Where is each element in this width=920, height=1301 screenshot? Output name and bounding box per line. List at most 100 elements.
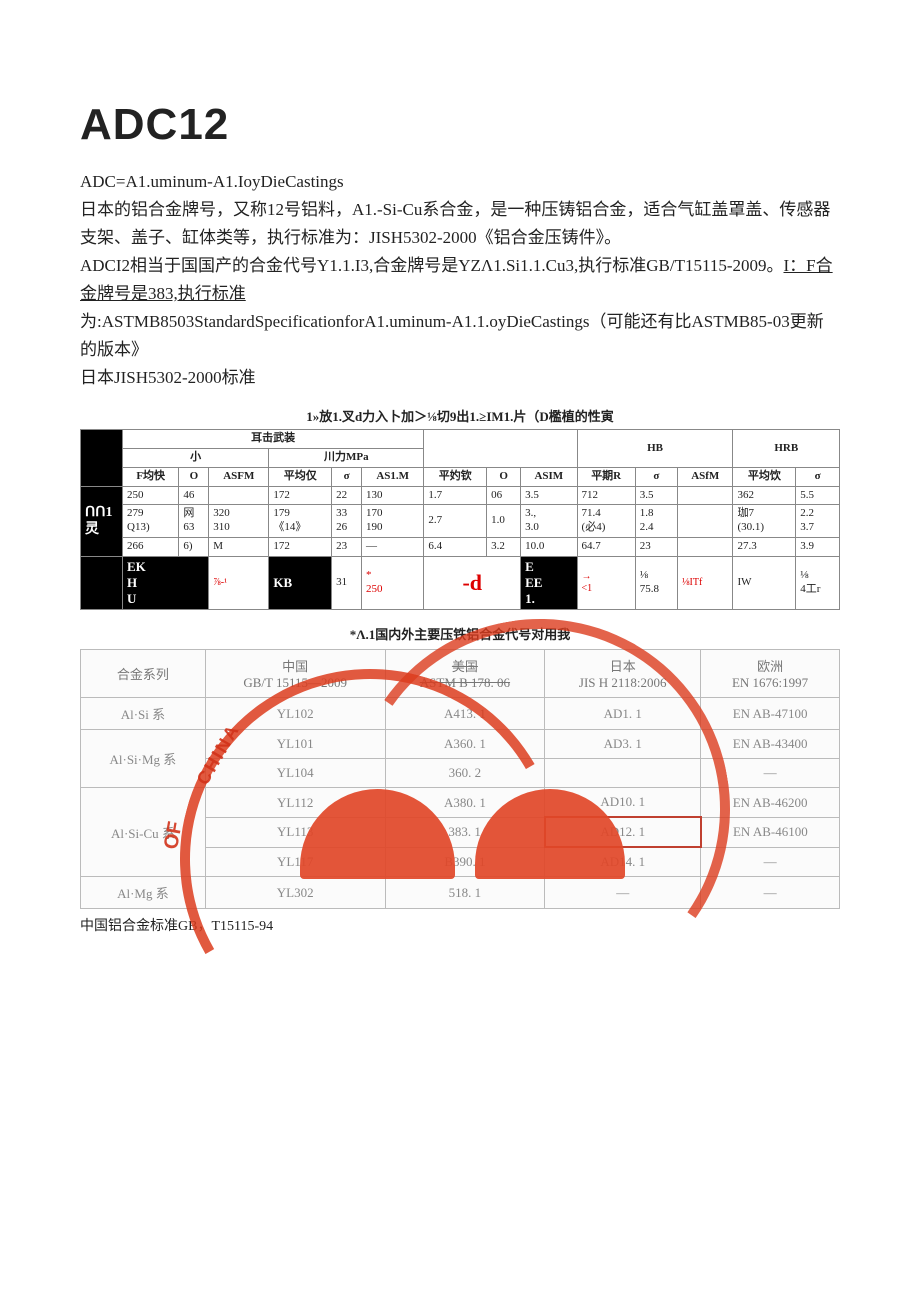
t1-r4: EKHU ⅞-¹ KB 31 *250 -d EEE1. →<1 ⅛75.8 ⅛…	[81, 556, 840, 610]
t1-r3-1: 6)	[179, 537, 209, 556]
t2-r5-3: AD14. 1	[545, 847, 701, 877]
t2-h2: 美国ASTM B 178. 06	[385, 650, 545, 698]
t2-r2-2: 360. 2	[385, 759, 545, 788]
t1-r2-2: 320310	[209, 505, 269, 538]
t1-rowlabel-empty	[81, 430, 123, 486]
t1-r3-7: 3.2	[487, 537, 521, 556]
table1-wrap: 耳击武装 HB HRB 小 川力MPa F均快 O ASFM 平均仅 σ AS1…	[80, 429, 840, 610]
t1-r1-10: 3.5	[635, 486, 677, 505]
t2-r3-0: Al·Si-Cu 系	[81, 788, 206, 877]
t1-r2-6: 2.7	[424, 505, 487, 538]
footnote: 中国铝合金标准GB，T15115-94	[80, 915, 840, 935]
mech-table: 耳击武装 HB HRB 小 川力MPa F均快 O ASFM 平均仅 σ AS1…	[80, 429, 840, 610]
t1-r1: ᑎᑎ1灵 250 46 172 22 130 1.7 06 3.5 712 3.…	[81, 486, 840, 505]
t1-r2-13: 2.23.7	[796, 505, 840, 538]
t1-r2-11	[678, 505, 733, 538]
t1-c11: ASfM	[678, 467, 733, 486]
intro-line-2: 日本的铝合金牌号，又称12号铝料，A1.-Si-Cu系合金，是一种压铸铝合金，适…	[80, 196, 840, 252]
t1-sub1: 小	[123, 449, 269, 468]
t1-r3: 266 6) M 172 23 — 6.4 3.2 10.0 64.7 23 2…	[81, 537, 840, 556]
t1-r4-d: 31	[332, 556, 362, 610]
t1-r2-12: 珈7(30.1)	[733, 505, 796, 538]
t1-r2-1: 网63	[179, 505, 209, 538]
t1-r1-1: 46	[179, 486, 209, 505]
t1-r3-8: 10.0	[521, 537, 577, 556]
t2-h0: 合金系列	[81, 650, 206, 698]
t2-r3-2: A380. 1	[385, 788, 545, 818]
table2-title: *Λ.1国内外主要压铁铝合金代号对用我	[80, 624, 840, 643]
t1-r1-13: 5.5	[796, 486, 840, 505]
t2-r3: Al·Si-Cu 系 YL112 A380. 1 AD10. 1 EN AB-4…	[81, 788, 840, 818]
t1-r4-g: -d	[424, 556, 521, 610]
t2-r2-1: YL104	[205, 759, 385, 788]
t1-c12: 平均饮	[733, 467, 796, 486]
t1-c0: F均快	[123, 467, 179, 486]
t2-r0-4: EN AB-47100	[701, 698, 840, 730]
t1-c4: σ	[332, 467, 362, 486]
t1-r3-4: 23	[332, 537, 362, 556]
t2-r4-4: EN AB-46100	[701, 817, 840, 847]
t2-r4-1: YL113	[205, 817, 385, 847]
t2-r1-1: YL101	[205, 730, 385, 759]
t1-r1-12: 362	[733, 486, 796, 505]
t1-r3-3: 172	[269, 537, 332, 556]
t1-r4-c: KB	[269, 556, 332, 610]
t1-hb: HB	[577, 430, 733, 468]
t1-r3-2: M	[209, 537, 269, 556]
t1-c6: 平妁钦	[424, 467, 487, 486]
table1-title: 1»放1.叉d力入卜加＞⅛切9出1.≥IM1.片（D檻植的性寅	[80, 406, 840, 425]
t1-r4-m: ⅛4工r	[796, 556, 840, 610]
t1-c5: AS1.M	[362, 467, 424, 486]
t2-r6-1: YL302	[205, 877, 385, 909]
intro-line-3: ADCI2相当于国国产的合金代号Y1.1.I3,合金牌号是YZΛ1.Si1.1.…	[80, 252, 840, 308]
t2-r5-2: B390. 1	[385, 847, 545, 877]
t1-r3-6: 6.4	[424, 537, 487, 556]
t1-sub2: 川力MPa	[269, 449, 424, 468]
t1-r1-8: 3.5	[521, 486, 577, 505]
t1-r1-7: 06	[487, 486, 521, 505]
t2-r2-3	[545, 759, 701, 788]
alloy-table: 合金系列 中国GB/T 15115—2009 美国ASTM B 178. 06 …	[80, 649, 840, 909]
t1-c2: ASFM	[209, 467, 269, 486]
page-title: ADC12	[80, 100, 840, 150]
t1-r3-5: —	[362, 537, 424, 556]
t1-r2: 279Q13) 网63 320310 179《14》 3326 170190 2…	[81, 505, 840, 538]
t2-r0: Al·Si 系 YL102 A413. 1 AD1. 1 EN AB-47100	[81, 698, 840, 730]
t1-r1-11	[678, 486, 733, 505]
t1-r3-10: 23	[635, 537, 677, 556]
t2-r6-4: —	[701, 877, 840, 909]
t2-r1-2: A360. 1	[385, 730, 545, 759]
t1-r2-0: 279Q13)	[123, 505, 179, 538]
t2-h4: 欧洲EN 1676:1997	[701, 650, 840, 698]
t1-r4-l: IW	[733, 556, 796, 610]
t1-r3-13: 3.9	[796, 537, 840, 556]
t2-r1: Al·Si·Mg 系 YL101 A360. 1 AD3. 1 EN AB-43…	[81, 730, 840, 759]
t2-r1-3: AD3. 1	[545, 730, 701, 759]
intro-line-1: ADC=A1.uminum-A1.IoyDieCastings	[80, 168, 840, 196]
t2-r6-2: 518. 1	[385, 877, 545, 909]
t2-head: 合金系列 中国GB/T 15115—2009 美国ASTM B 178. 06 …	[81, 650, 840, 698]
t2-r6-0: Al·Mg 系	[81, 877, 206, 909]
t1-r2-10: 1.82.4	[635, 505, 677, 538]
t1-r2-9: 71.4(必4)	[577, 505, 635, 538]
t2-r6-3: —	[545, 877, 701, 909]
t1-r2-4: 3326	[332, 505, 362, 538]
t2-r4-2: 383. 1	[385, 817, 545, 847]
table2-wrap: 合金系列 中国GB/T 15115—2009 美国ASTM B 178. 06 …	[80, 649, 840, 909]
t2-r5-1: YL117	[205, 847, 385, 877]
t2-h1: 中国GB/T 15115—2009	[205, 650, 385, 698]
t1-r1-6: 1.7	[424, 486, 487, 505]
t1-r4-i: →<1	[577, 556, 635, 610]
t1-top-span: 耳击武装	[123, 430, 424, 449]
t1-r1-2	[209, 486, 269, 505]
t2-r5-4: —	[701, 847, 840, 877]
t2-r0-2: A413. 1	[385, 698, 545, 730]
t1-c7: O	[487, 467, 521, 486]
intro-line-3a: ADCI2相当于国国产的合金代号Y1.1.I3,合金牌号是YZΛ1.Si1.1.…	[80, 256, 784, 275]
t1-r1-4: 22	[332, 486, 362, 505]
t2-r2-4: —	[701, 759, 840, 788]
t1-r3-11	[678, 537, 733, 556]
t1-r1-0: 250	[123, 486, 179, 505]
t1-r2-3: 179《14》	[269, 505, 332, 538]
t2-r1-0: Al·Si·Mg 系	[81, 730, 206, 788]
